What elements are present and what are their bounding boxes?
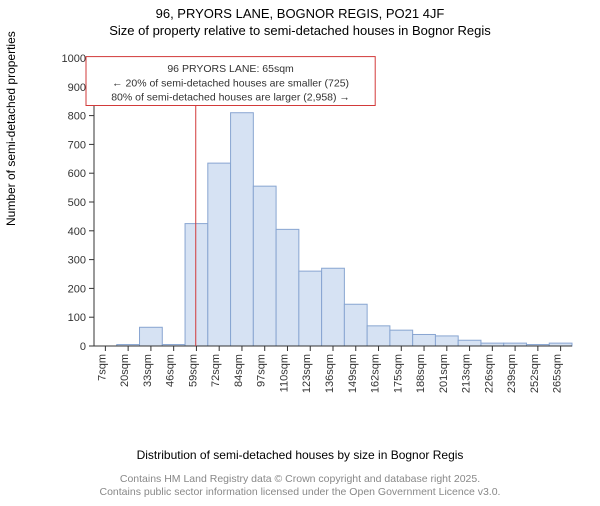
y-tick-label: 300 xyxy=(68,255,86,267)
x-tick-label: 162sqm xyxy=(370,354,382,393)
x-tick-label: 110sqm xyxy=(278,354,290,392)
y-tick-label: 800 xyxy=(68,111,86,123)
x-tick-label: 59sqm xyxy=(187,354,199,387)
histogram-bar xyxy=(208,163,231,346)
histogram-bar xyxy=(344,304,367,346)
y-tick-label: 1000 xyxy=(62,53,86,65)
histogram-bar xyxy=(185,224,208,346)
chart-subtitle: Size of property relative to semi-detach… xyxy=(0,23,600,38)
y-tick-label: 900 xyxy=(68,82,86,94)
histogram-bar xyxy=(231,113,254,346)
x-tick-label: 97sqm xyxy=(256,354,268,387)
histogram-bar xyxy=(367,326,390,346)
x-tick-label: 33sqm xyxy=(142,354,154,387)
histogram-bar xyxy=(390,330,413,346)
y-axis-label: Number of semi-detached properties xyxy=(4,31,18,226)
histogram-bar xyxy=(413,334,436,346)
histogram-bar xyxy=(276,229,299,346)
x-tick-label: 188sqm xyxy=(415,354,427,393)
x-tick-label: 265sqm xyxy=(552,354,564,393)
x-tick-label: 7sqm xyxy=(96,354,108,381)
x-tick-label: 239sqm xyxy=(506,354,518,393)
x-tick-label: 123sqm xyxy=(301,354,313,393)
y-tick-label: 700 xyxy=(68,139,86,151)
x-tick-label: 201sqm xyxy=(438,354,450,393)
histogram-bar xyxy=(140,327,163,346)
histogram-bar xyxy=(435,336,458,346)
histogram-bar xyxy=(299,271,322,346)
histogram-bar xyxy=(253,186,276,346)
histogram-svg: 0 100 200 300 400 500 600 700 800 900 1000 7sqm 20sq… xyxy=(60,52,580,402)
histogram-bar xyxy=(322,268,345,346)
callout-text: 80% of semi-detached houses are larger (… xyxy=(111,92,350,104)
y-tick-label: 200 xyxy=(68,283,86,295)
y-tick-label: 600 xyxy=(68,168,86,180)
callout-text: 96 PRYORS LANE: 65sqm xyxy=(167,63,294,75)
x-tick-label: 20sqm xyxy=(119,354,131,387)
x-tick-label: 213sqm xyxy=(461,354,473,393)
y-tick-label: 100 xyxy=(68,312,86,324)
chart-plot-area: 0 100 200 300 400 500 600 700 800 900 1000 7sqm 20sq… xyxy=(60,52,580,402)
x-tick-label: 72sqm xyxy=(210,354,222,387)
callout-text: ← 20% of semi-detached houses are smalle… xyxy=(112,77,349,89)
footer-line-1: Contains HM Land Registry data © Crown c… xyxy=(0,473,600,487)
y-tick-label: 400 xyxy=(68,226,86,238)
footer-line-2: Contains public sector information licen… xyxy=(0,486,600,500)
footer-attribution: Contains HM Land Registry data © Crown c… xyxy=(0,473,600,500)
x-tick-label: 84sqm xyxy=(233,354,245,387)
x-axis-label: Distribution of semi-detached houses by … xyxy=(0,448,600,462)
x-tick-label: 136sqm xyxy=(324,354,336,393)
y-tick-label: 500 xyxy=(68,197,86,209)
y-tick-label: 0 xyxy=(80,341,86,353)
chart-address-title: 96, PRYORS LANE, BOGNOR REGIS, PO21 4JF xyxy=(0,6,600,21)
x-tick-label: 175sqm xyxy=(392,354,404,393)
x-tick-label: 252sqm xyxy=(529,354,541,393)
x-tick-label: 149sqm xyxy=(347,354,359,393)
x-tick-label: 226sqm xyxy=(483,354,495,393)
histogram-bar xyxy=(458,340,481,346)
x-tick-label: 46sqm xyxy=(165,354,177,387)
